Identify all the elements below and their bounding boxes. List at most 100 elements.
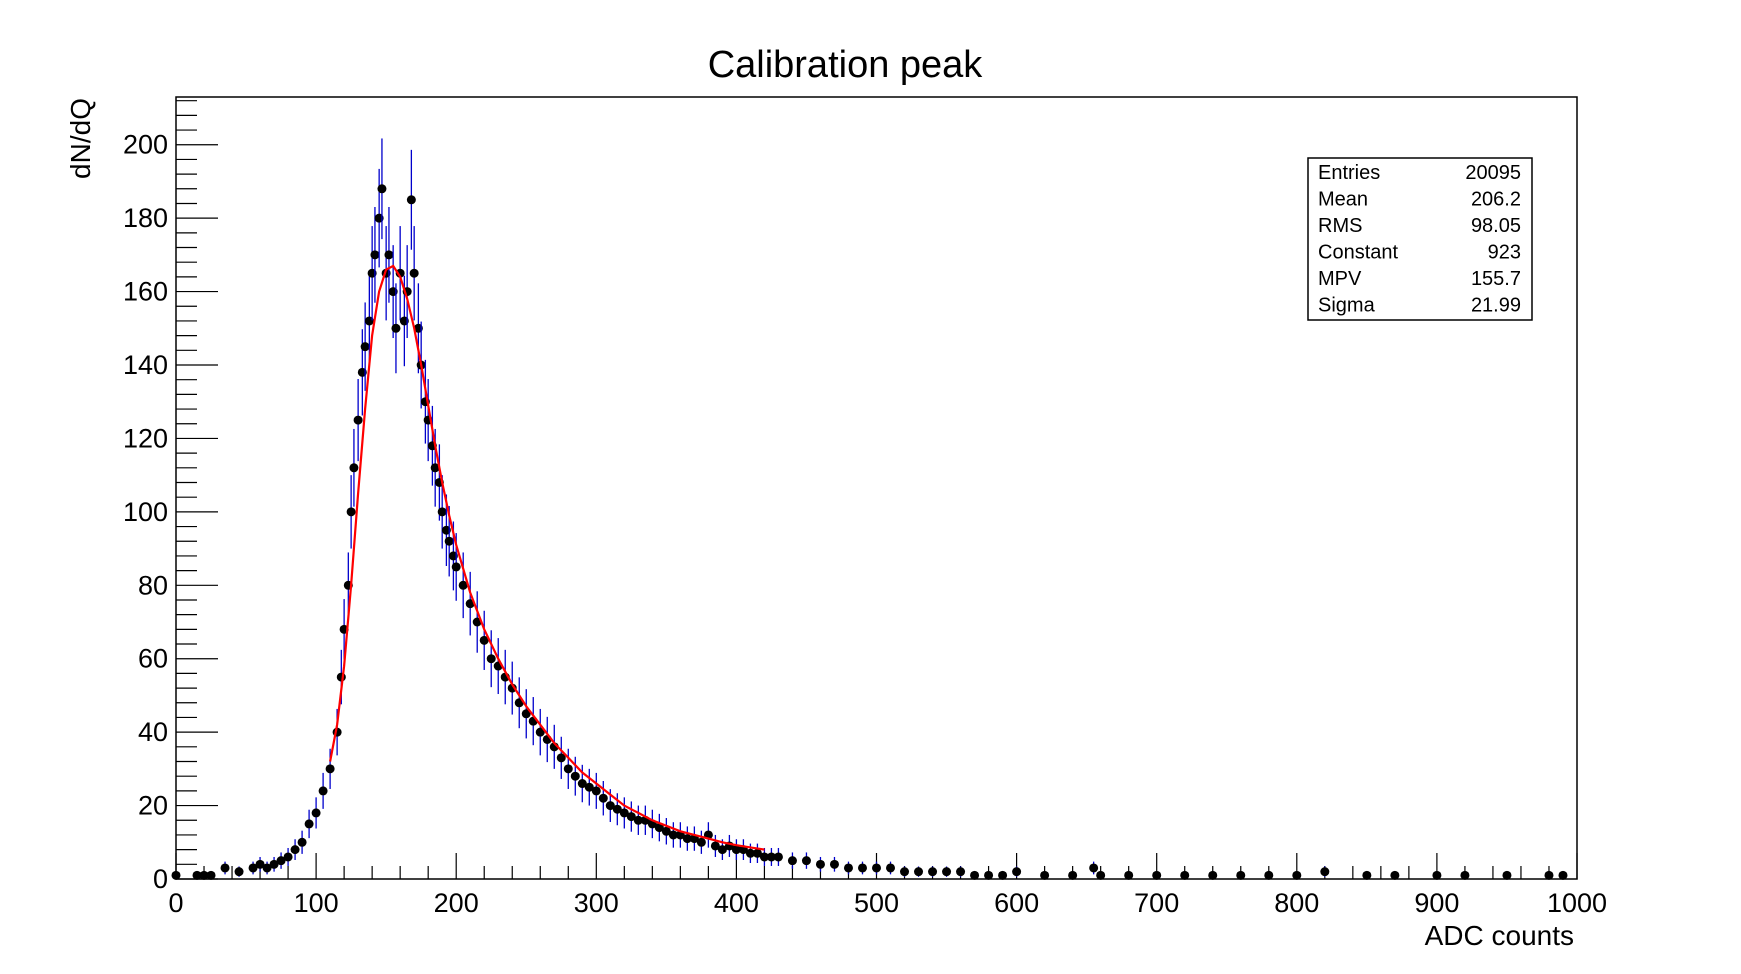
point-marker: [384, 250, 394, 260]
data-point: [759, 847, 769, 866]
data-point: [507, 661, 517, 715]
point-marker: [1544, 870, 1554, 880]
data-point: [584, 768, 594, 806]
data-point: [682, 826, 692, 851]
data-point: [1236, 870, 1246, 880]
data-point: [199, 870, 209, 880]
point-marker: [507, 683, 517, 693]
point-marker: [942, 867, 952, 877]
point-marker: [360, 342, 370, 352]
stats-label: Sigma: [1318, 295, 1376, 317]
point-marker: [395, 268, 405, 278]
data-point: [1362, 870, 1372, 880]
data-point: [290, 839, 300, 861]
point-marker: [1502, 870, 1512, 880]
point-marker: [1012, 867, 1022, 877]
data-point: [1502, 870, 1512, 880]
point-marker: [556, 753, 566, 763]
point-marker: [766, 852, 776, 862]
data-point: [1292, 870, 1302, 880]
data-point: [311, 797, 321, 829]
x-tick-label: 1000: [1547, 888, 1607, 918]
data-point: [409, 226, 419, 321]
point-marker: [984, 870, 994, 880]
point-marker: [900, 867, 910, 877]
data-point: [346, 475, 356, 549]
data-point: [633, 805, 643, 835]
data-point: [829, 856, 839, 872]
data-point: [276, 852, 286, 869]
fit-curve: [329, 264, 765, 851]
data-point: [998, 870, 1008, 880]
point-marker: [591, 786, 601, 796]
y-tick-label: 60: [138, 644, 168, 674]
point-marker: [956, 867, 966, 877]
point-marker: [914, 867, 924, 877]
point-marker: [1089, 863, 1099, 873]
data-point: [1040, 870, 1050, 880]
point-marker: [297, 837, 307, 847]
point-marker: [458, 580, 468, 590]
y-tick-label: 20: [138, 791, 168, 821]
data-point: [556, 736, 566, 779]
stats-box: Entries 20095 Mean 206.2 RMS 98.05 Constant 923…: [1307, 157, 1533, 321]
point-marker: [928, 867, 938, 877]
point-marker: [1432, 870, 1442, 880]
point-marker: [1180, 870, 1190, 880]
point-marker: [269, 859, 279, 869]
point-marker: [437, 507, 447, 517]
y-tick-label: 0: [153, 864, 168, 894]
data-point: [612, 793, 622, 826]
point-marker: [626, 812, 636, 822]
point-marker: [605, 801, 615, 811]
point-marker: [717, 845, 727, 855]
data-point: [661, 818, 671, 845]
data-point: [521, 689, 531, 739]
data-point: [318, 772, 328, 809]
x-tick-label: 500: [854, 888, 899, 918]
point-marker: [731, 845, 741, 855]
data-point: [773, 847, 783, 866]
data-point: [325, 748, 335, 789]
point-marker: [377, 184, 387, 194]
point-marker: [1236, 870, 1246, 880]
x-axis: 0 100 200 300 400 500 600 700 800 900 1000: [168, 853, 1607, 918]
point-marker: [346, 507, 356, 517]
point-marker: [1264, 870, 1274, 880]
x-tick-label: 0: [168, 888, 183, 918]
data-point: [857, 861, 867, 875]
point-marker: [815, 859, 825, 869]
data-point: [668, 822, 678, 848]
x-tick-label: 200: [434, 888, 479, 918]
point-marker: [843, 863, 853, 873]
point-marker: [199, 870, 209, 880]
y-axis: 0 20 40 60 80 100 120 140 160 180 200: [123, 100, 218, 894]
stats-label: Entries: [1318, 162, 1380, 184]
y-tick-label: 200: [123, 130, 168, 160]
stats-value: 155.7: [1471, 268, 1521, 290]
data-point: [406, 149, 416, 250]
data-point: [752, 843, 762, 864]
data-point: [220, 861, 230, 875]
point-marker: [206, 870, 216, 880]
point-marker: [759, 852, 769, 862]
point-marker: [1068, 870, 1078, 880]
stats-value: 98.05: [1471, 215, 1521, 237]
data-point: [787, 852, 797, 869]
point-marker: [391, 323, 401, 333]
data-point: [1096, 870, 1106, 880]
stats-label: MPV: [1318, 268, 1362, 290]
point-marker: [406, 195, 416, 205]
point-marker: [886, 863, 896, 873]
data-point: [1460, 870, 1470, 880]
data-point: [171, 870, 181, 880]
data-point: [731, 839, 741, 861]
stats-label: Mean: [1318, 189, 1368, 211]
point-marker: [745, 848, 755, 858]
data-point: [654, 813, 664, 842]
data-point: [535, 708, 545, 756]
data-point: [479, 610, 489, 670]
stats-label: Constant: [1318, 242, 1398, 264]
data-point: [234, 866, 244, 877]
